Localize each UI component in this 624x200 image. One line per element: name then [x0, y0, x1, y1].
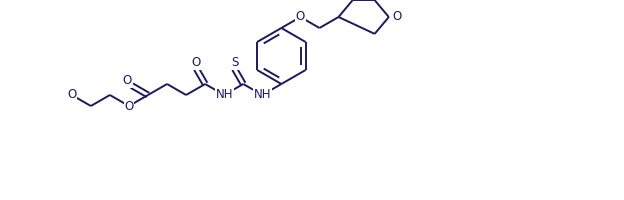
- Text: O: O: [124, 99, 134, 112]
- Text: O: O: [296, 10, 305, 23]
- Text: O: O: [122, 74, 132, 87]
- Text: O: O: [67, 88, 76, 102]
- Text: O: O: [392, 10, 401, 23]
- Text: S: S: [231, 56, 238, 69]
- Text: NH: NH: [215, 88, 233, 102]
- Text: O: O: [192, 56, 201, 69]
- Text: NH: NH: [253, 88, 271, 102]
